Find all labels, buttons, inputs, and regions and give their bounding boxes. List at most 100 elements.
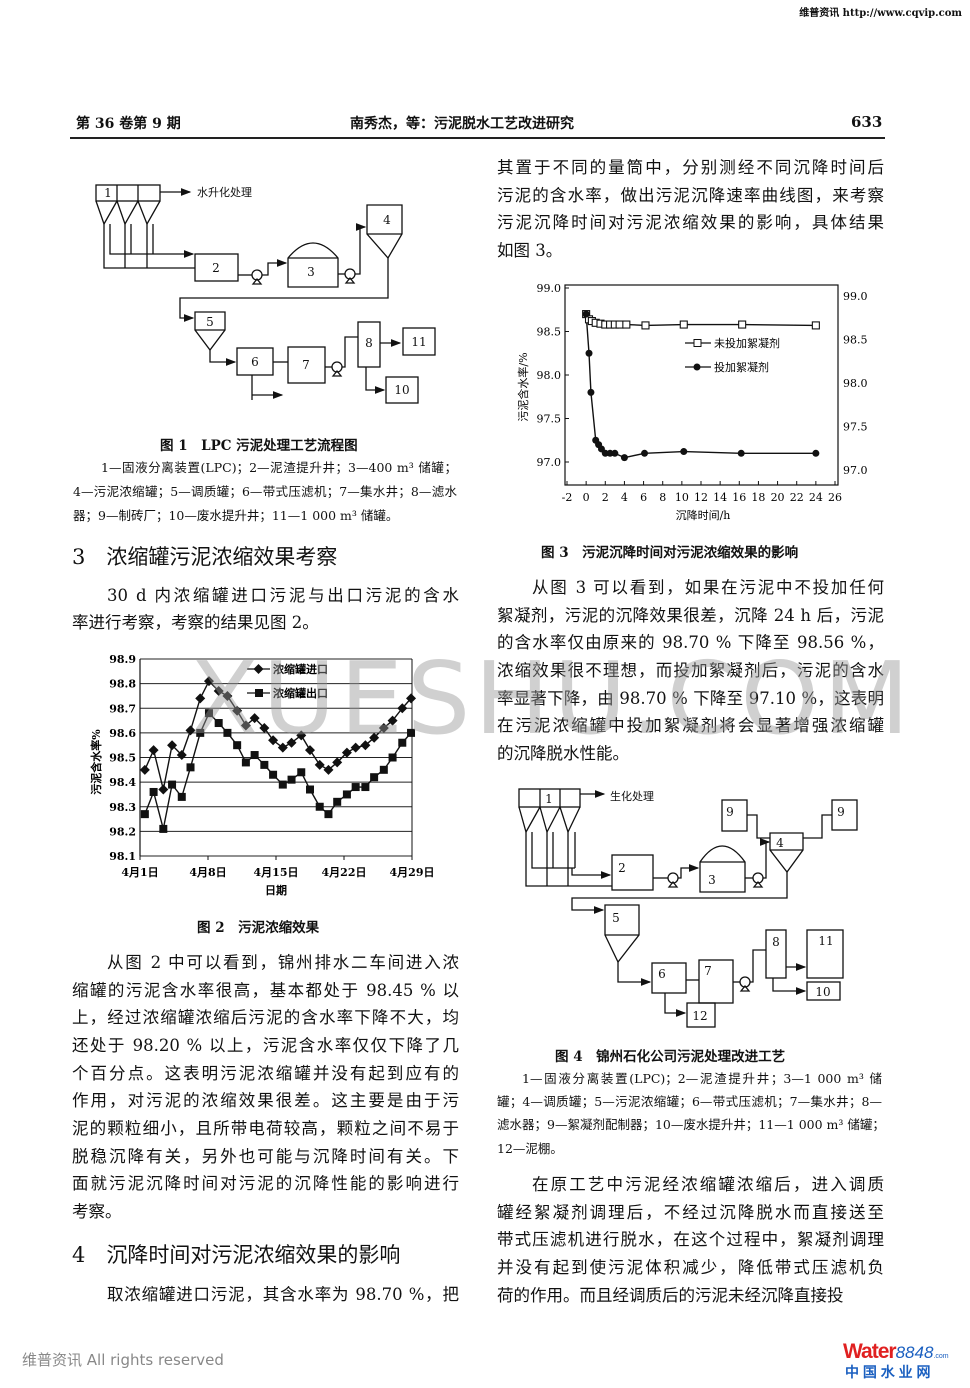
inlet-data-point xyxy=(314,759,325,770)
flocculant-data-point xyxy=(737,449,745,457)
outlet-data-point xyxy=(204,709,213,718)
tank-5 xyxy=(194,311,226,352)
right-y-tick-label: 97.5 xyxy=(843,421,868,434)
label-10: 10 xyxy=(815,985,830,999)
water8848-logo[interactable]: Water8848.com 中 国 水 业 网 xyxy=(843,1340,963,1382)
paragraph-line: 如图 3。 xyxy=(497,240,563,260)
flocculant-data-point xyxy=(582,310,590,318)
paragraph-line: 率显著下降，由 98.70 % 下降至 97.10 %，这表明 xyxy=(497,688,884,708)
no-flocculant-data-point xyxy=(622,320,631,329)
paragraph-line: 浓缩效果很不理想，而投加絮凝剂后，污泥的含水 xyxy=(497,660,884,680)
outlet-data-point xyxy=(196,728,205,737)
tank-3 xyxy=(699,845,746,893)
fig1-legend-line: 器；9—制砖厂；10—废水提升井；11—1 000 m³ 储罐。 xyxy=(73,508,399,523)
label-2: 2 xyxy=(212,261,220,275)
logo-chinese: 中 国 水 业 网 xyxy=(845,1364,931,1380)
right-y-tick-label: 97.0 xyxy=(843,464,868,477)
box-2 xyxy=(611,854,654,891)
paragraph-line: 30 d 内浓缩罐进口污泥与出口污泥的含水 xyxy=(107,586,459,605)
paragraph-line: 絮凝剂，污泥的沉降效果很差，沉降 24 h 后，污泥 xyxy=(497,605,884,625)
outlet-data-point xyxy=(186,763,195,772)
fig4-legend-line: 12—泥棚。 xyxy=(497,1141,563,1156)
paragraph-line: 带式压滤机进行脱水，在这个过程中，絮凝剂调理 xyxy=(497,1230,884,1250)
y-tick-label: 98.1 xyxy=(109,850,136,863)
fig3-legend: 未投加絮凝剂 投加絮凝剂 xyxy=(685,336,780,374)
y-tick-label: 98.0 xyxy=(537,369,562,382)
y-tick-label: 97.5 xyxy=(537,413,562,426)
y-tick-label: 98.9 xyxy=(109,653,136,666)
paragraph-line: 缩罐的污泥含水率很高，基本都处于 98.45 % 以 xyxy=(72,980,459,1000)
paragraph-line: 污泥沉降时间对污泥浓缩效果的影响，具体结果 xyxy=(497,213,884,233)
outlet-data-point xyxy=(260,760,269,769)
label-1: 1 xyxy=(104,186,112,200)
paragraph-line: 并没有起到使污泥体积减少，降低带式压滤机负 xyxy=(497,1257,884,1277)
paragraph-line: 取浓缩罐进口污泥，其含水率为 98.70 %，把 xyxy=(107,1285,459,1304)
inlet-data-point xyxy=(185,725,196,736)
outlet-text: 生化处理 xyxy=(610,789,654,803)
legend-flocculant: 投加絮凝剂 xyxy=(714,360,769,374)
running-title: 南秀杰，等：污泥脱水工艺改进研究 xyxy=(350,116,574,132)
source-url: 维普资讯 http://www.cqvip.com xyxy=(799,8,962,19)
outlet-data-point xyxy=(241,758,250,767)
flocculant-data-point xyxy=(606,449,614,457)
y-tick-label: 98.5 xyxy=(537,326,562,339)
fig2-y-axis-label: 污泥含水率% xyxy=(89,729,103,795)
flocculant-line xyxy=(585,314,816,459)
label-5: 5 xyxy=(612,911,620,925)
y-tick-label: 98.3 xyxy=(109,801,136,814)
inlet-data-point xyxy=(341,747,352,758)
inlet-data-point xyxy=(323,764,334,775)
fig1-legend-line: 4—污泥浓缩罐；5—调质罐；6—带式压滤机；7—集水井；8—滤水 xyxy=(73,484,457,499)
outlet-data-point xyxy=(361,783,370,792)
tank-4 xyxy=(366,204,403,260)
x-tick-label: 14 xyxy=(713,491,727,504)
x-tick-label: 16 xyxy=(732,491,746,504)
outlet-data-point xyxy=(168,780,177,789)
paragraph-line: 从图 2 中可以看到，锦州排水二车间进入浓 xyxy=(107,953,459,972)
x-tick-label: 0 xyxy=(583,491,590,504)
label-8: 8 xyxy=(772,935,780,949)
legend-open-square-marker xyxy=(693,339,702,347)
flocculant-data-point xyxy=(620,454,628,462)
outlet-data-point xyxy=(398,738,407,747)
label-4: 4 xyxy=(776,836,784,850)
box-12 xyxy=(686,1002,716,1028)
box-2 xyxy=(194,253,239,282)
x-tick-label: 4月1日 xyxy=(121,866,158,879)
box-11 xyxy=(402,327,436,356)
paragraph-line: 从图 3 可以看到，如果在污泥中不投加任何 xyxy=(532,578,884,597)
y-tick-label: 98.2 xyxy=(109,825,136,838)
paragraph-line: 泥的颗粒细小，且所带电荷较高，颗粒之间不易于 xyxy=(72,1118,459,1138)
journal-volume: 第 36 卷第 9 期 xyxy=(76,116,181,132)
inlet-data-point xyxy=(332,757,343,768)
inlet-data-point xyxy=(232,705,243,716)
box-10 xyxy=(385,376,419,404)
fig4-caption: 图 4 锦州石化公司污泥处理改进工艺 xyxy=(555,1049,786,1065)
label-8: 8 xyxy=(365,336,373,350)
box-8 xyxy=(765,929,787,979)
logo-number: 8848 xyxy=(895,1343,934,1362)
y-tick-label: 98.4 xyxy=(109,776,136,789)
label-9: 9 xyxy=(726,805,734,819)
outlet-data-point xyxy=(297,768,306,777)
fig1-labels: 1 2 3 4 5 6 7 8 10 11 水升化处理 xyxy=(104,185,426,397)
inlet-data-point xyxy=(167,740,178,751)
x-tick-label: 20 xyxy=(771,491,785,504)
lpc-unit-box xyxy=(518,788,581,808)
inlet-data-point xyxy=(139,764,150,775)
flocculant-data-point xyxy=(611,449,619,457)
label-9: 9 xyxy=(837,805,845,819)
fig4-labels: 1 2 3 4 5 6 7 8 9 9 10 11 12 生化处理 xyxy=(545,789,845,1023)
outlet-data-point xyxy=(149,787,158,796)
label-7: 7 xyxy=(302,358,310,372)
paragraph-line: 个百分点。这表明污泥浓缩罐并没有起到应有的 xyxy=(72,1063,459,1083)
no-flocculant-data-point xyxy=(615,320,624,329)
outlet-data-point xyxy=(407,728,416,737)
x-tick-label: -2 xyxy=(562,491,573,504)
outlet-data-point xyxy=(177,792,186,801)
fig4-legend-line: 罐；4—调质罐；5—污泥浓缩罐；6—带式压滤机；7—集水井；8— xyxy=(497,1094,882,1109)
label-12: 12 xyxy=(692,1009,707,1023)
legend-square-marker xyxy=(255,689,263,697)
x-tick-label: 22 xyxy=(790,491,804,504)
